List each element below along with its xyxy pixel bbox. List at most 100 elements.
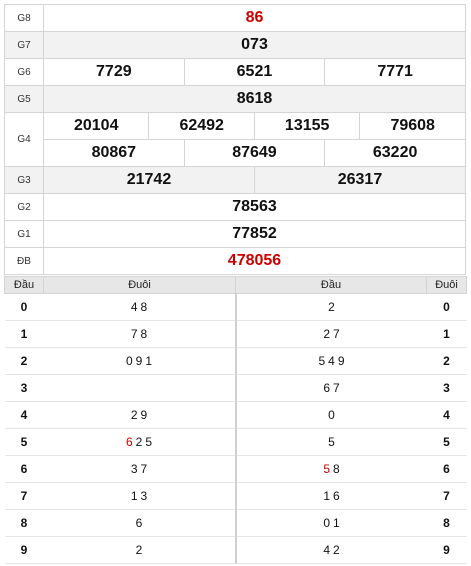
loto-head-digits: 2 [235,293,427,321]
loto-digit: 5 [323,462,330,476]
prize-row-g1: G1 77852 [4,220,466,248]
loto-head-digit: 9 [4,536,44,564]
prize-number: 6521 [183,58,326,86]
loto-digit: 1 [323,489,330,503]
loto-head-digit: 1 [4,320,44,348]
prize-number: 78563 [43,193,466,221]
loto-header: Đầu Đuôi Đầu Đuôi [4,276,467,294]
loto-tail-digit: 4 [426,401,467,429]
prize-number: 80867 [43,139,185,167]
prize-row-db: ĐB 478056 [4,247,466,275]
loto-head-digit: 8 [4,509,44,537]
prize-number: 77852 [43,220,466,248]
loto-digit: 5 [328,435,335,449]
prize-row-g7: G7 073 [4,31,466,59]
loto-digit: 9 [337,354,345,368]
prize-label: G2 [4,193,44,221]
loto-head-digit: 4 [4,401,44,429]
loto-digit: 7 [333,327,340,341]
prize-number: 86 [43,4,466,32]
loto-digit: 5 [318,354,326,368]
prize-label: G4 [4,112,44,167]
loto-digit: 5 [145,435,153,449]
loto-tail-digit: 2 [426,347,467,375]
loto-digit: 1 [145,354,153,368]
loto-header-dau: Đầu [4,276,44,294]
loto-digit: 4 [323,543,330,557]
loto-tail-digit: 7 [426,482,467,510]
loto-digit: 9 [135,354,143,368]
loto-digit: 7 [333,381,340,395]
loto-tail-digit: 8 [426,509,467,537]
loto-tail-digit: 5 [426,428,467,456]
loto-digit: 7 [140,462,148,476]
loto-digit: 6 [125,435,133,449]
prize-row-g4-second: 80867 87649 63220 [5,139,466,167]
loto-head-digits: 5 [235,428,427,456]
loto-digit: 2 [135,435,143,449]
loto-digit: 7 [130,327,138,341]
loto-head-digit: 5 [4,428,44,456]
loto-digit: 4 [130,300,138,314]
prize-label: G3 [4,166,44,194]
loto-digit: 3 [140,489,148,503]
loto-digit: 4 [328,354,335,368]
loto-tail-digit: 6 [426,455,467,483]
prize-label: G8 [4,4,44,32]
prize-number: 63220 [324,139,466,167]
prize-number: 13155 [253,112,361,140]
loto-head-digit: 3 [4,374,44,402]
loto-head-digit: 7 [4,482,44,510]
loto-header-dau: Đầu [235,276,427,294]
loto-header-duoi: Đuôi [426,276,467,294]
loto-tail-digit: 9 [426,536,467,564]
loto-digit: 3 [130,462,138,476]
prize-table: G8 86 G7 073 G6 7729 6521 7771 G5 8618 G… [4,4,467,275]
prize-number: 21742 [43,166,255,194]
prize-number: 26317 [253,166,467,194]
loto-digit: 1 [130,489,138,503]
prize-number: 7771 [324,58,466,86]
prize-row-g4: G4 20104 62492 13155 79608 [4,112,466,167]
loto-tail-digits: 6 [43,509,237,537]
prize-number: 7729 [43,58,185,86]
loto-digit: 0 [328,408,335,422]
loto-digit: 8 [140,300,148,314]
loto-tail-digit: 0 [426,293,467,321]
prize-label: G6 [4,58,44,86]
loto-tail-digit: 3 [426,374,467,402]
loto-tail-digits: 2 [43,536,237,564]
prize-number: 8618 [43,85,466,113]
prize-number: 073 [43,31,466,59]
loto-digit: 9 [140,408,148,422]
prize-number: 79608 [359,112,466,140]
loto-header-duoi: Đuôi [43,276,236,294]
loto-digit: 8 [140,327,148,341]
prize-label: G7 [4,31,44,59]
loto-digit: 2 [333,543,340,557]
loto-head-digits: 0 [235,401,427,429]
loto-head-digit: 0 [4,293,44,321]
prize-number-special: 478056 [43,247,466,275]
prize-label: G5 [4,85,44,113]
